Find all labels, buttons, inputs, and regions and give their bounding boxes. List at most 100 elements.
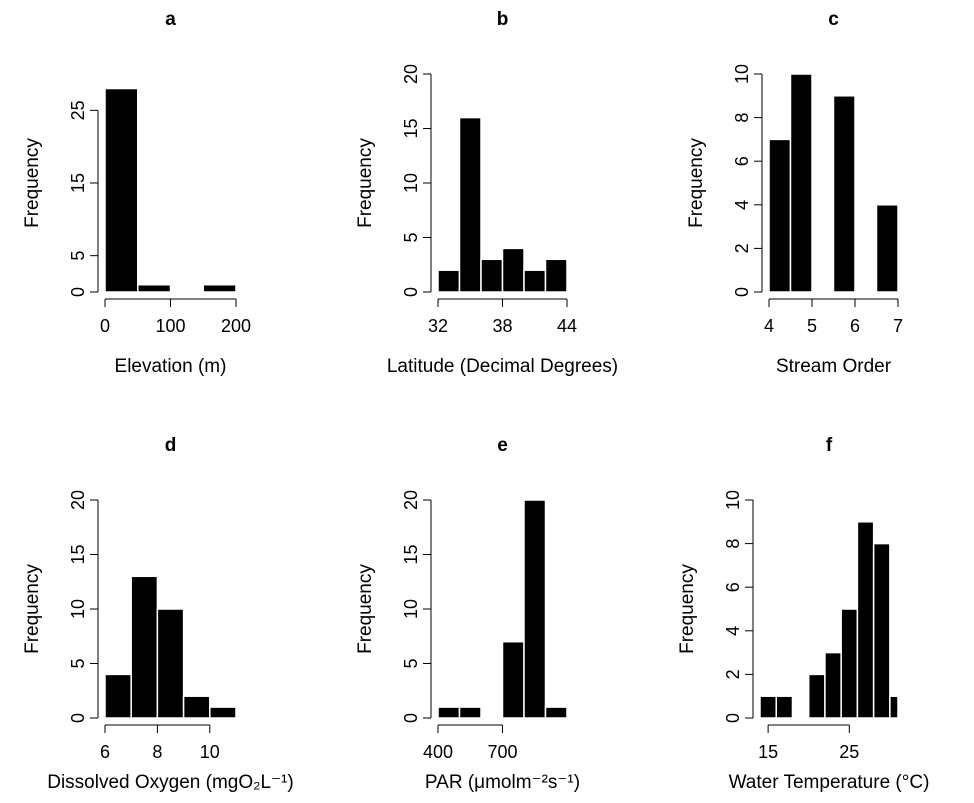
y-tick-label: 20 xyxy=(401,490,421,510)
y-tick-label: 4 xyxy=(723,626,743,636)
histogram-bar xyxy=(544,706,568,719)
y-tick-label: 6 xyxy=(732,156,752,166)
histogram-bar xyxy=(182,695,211,719)
y-tick-label: 2 xyxy=(732,243,752,253)
histogram-bar xyxy=(789,73,813,293)
histogram-bar xyxy=(202,283,237,293)
y-tick-label: 0 xyxy=(68,713,88,723)
histogram-bar xyxy=(856,521,875,719)
x-tick-label: 32 xyxy=(428,316,448,336)
x-tick-label: 4 xyxy=(764,316,774,336)
y-tick-label: 0 xyxy=(723,713,743,723)
y-tick-label: 15 xyxy=(68,544,88,564)
x-tick-label: 5 xyxy=(807,316,817,336)
x-tick-label: 25 xyxy=(839,742,859,762)
histogram-bar xyxy=(544,258,568,293)
histogram-bar xyxy=(480,258,504,293)
x-axis-label: Water Temperature (°C) xyxy=(729,772,930,793)
histogram-bar xyxy=(501,640,525,719)
y-tick-label: 8 xyxy=(723,539,743,549)
y-tick-label: 15 xyxy=(68,173,88,193)
x-axis-label: Dissolved Oxygen (mgO₂L⁻¹) xyxy=(47,772,294,793)
histogram-bar xyxy=(104,87,139,293)
y-tick-label: 10 xyxy=(732,64,752,84)
x-tick-label: 100 xyxy=(155,316,185,336)
histogram-bar xyxy=(437,706,461,719)
histogram-bar xyxy=(824,651,842,719)
histogram-bar xyxy=(768,138,792,293)
y-tick-label: 5 xyxy=(401,232,421,242)
y-tick-label: 10 xyxy=(68,599,88,619)
y-axis-label: Frequency xyxy=(355,138,376,228)
panel-b: 32 38 44 0 5 10 15 20 b Latitude (Decimal Degrees… xyxy=(355,9,618,377)
y-tick-label: 10 xyxy=(401,173,421,193)
x-tick-label: 10 xyxy=(200,742,220,762)
y-tick-label: 20 xyxy=(68,490,88,510)
y-axis-label: Frequency xyxy=(686,138,707,228)
histogram-bar xyxy=(501,247,525,293)
panel-title: e xyxy=(497,435,508,456)
x-tick-label: 15 xyxy=(758,742,778,762)
panel-title: f xyxy=(826,435,833,456)
panel-f: 15 25 0 2 4 6 8 10 f Water Temperature (°C) Freque… xyxy=(677,435,929,793)
x-axis-label: PAR (μmolm⁻²s⁻¹) xyxy=(425,772,580,793)
panel-a: 0 100 200 0 5 15 25 a Elevation (m) Frequency xyxy=(22,9,251,377)
x-tick-label: 6 xyxy=(850,316,860,336)
panel-c: 4 5 6 7 0 2 4 6 8 10 c Stream Order Frequency xyxy=(686,9,903,377)
x-tick-label: 6 xyxy=(100,742,110,762)
x-tick-label: 200 xyxy=(221,316,251,336)
x-tick-label: 400 xyxy=(423,742,453,762)
x-tick-label: 8 xyxy=(152,742,162,762)
panel-title: b xyxy=(497,9,509,30)
y-axis-label: Frequency xyxy=(22,564,43,654)
x-tick-label: 7 xyxy=(893,316,903,336)
panel-e: 400 700 0 5 10 15 20 e PAR (μmolm⁻²s⁻¹) Frequency xyxy=(355,435,580,793)
y-axis-label: Frequency xyxy=(22,138,43,228)
y-tick-label: 6 xyxy=(723,582,743,592)
y-tick-label: 5 xyxy=(68,658,88,668)
histogram-bar xyxy=(137,283,172,293)
histogram-bar xyxy=(875,204,899,293)
histogram-bar xyxy=(156,608,185,719)
panel-title: d xyxy=(165,435,177,456)
y-tick-label: 0 xyxy=(401,713,421,723)
histogram-bar xyxy=(458,116,482,293)
y-tick-label: 10 xyxy=(401,599,421,619)
x-axis-label: Stream Order xyxy=(776,356,892,377)
histogram-bar xyxy=(872,542,891,719)
histogram-bar xyxy=(523,499,547,719)
y-tick-label: 0 xyxy=(732,287,752,297)
histogram-bar xyxy=(130,575,159,719)
histogram-bar xyxy=(889,695,899,719)
histogram-bar xyxy=(840,608,859,719)
y-tick-label: 5 xyxy=(401,658,421,668)
panel-d: 6 8 10 0 5 10 15 20 d Dissolved Oxygen (mgO₂L⁻¹) F… xyxy=(22,435,294,793)
histogram-bar xyxy=(807,673,826,719)
x-tick-label: 38 xyxy=(492,316,512,336)
histogram-bar xyxy=(759,695,777,719)
y-tick-label: 0 xyxy=(68,287,88,297)
y-tick-label: 0 xyxy=(401,287,421,297)
y-tick-label: 20 xyxy=(401,64,421,84)
y-tick-label: 5 xyxy=(68,251,88,261)
histogram-bar xyxy=(775,695,794,719)
x-tick-label: 0 xyxy=(100,316,110,336)
y-tick-label: 25 xyxy=(68,100,88,120)
y-tick-label: 8 xyxy=(732,113,752,123)
x-tick-label: 700 xyxy=(487,742,517,762)
y-axis-label: Frequency xyxy=(677,564,698,654)
y-axis-label: Frequency xyxy=(355,564,376,654)
histogram-bar xyxy=(832,95,856,293)
y-tick-label: 15 xyxy=(401,544,421,564)
y-tick-label: 15 xyxy=(401,118,421,138)
x-tick-label: 44 xyxy=(557,316,577,336)
x-axis-label: Elevation (m) xyxy=(115,356,227,377)
panel-title: a xyxy=(165,9,176,30)
y-tick-label: 2 xyxy=(723,669,743,679)
y-tick-label: 10 xyxy=(723,490,743,510)
y-tick-label: 4 xyxy=(732,200,752,210)
histogram-bar xyxy=(437,269,461,293)
panel-title: c xyxy=(828,9,839,30)
